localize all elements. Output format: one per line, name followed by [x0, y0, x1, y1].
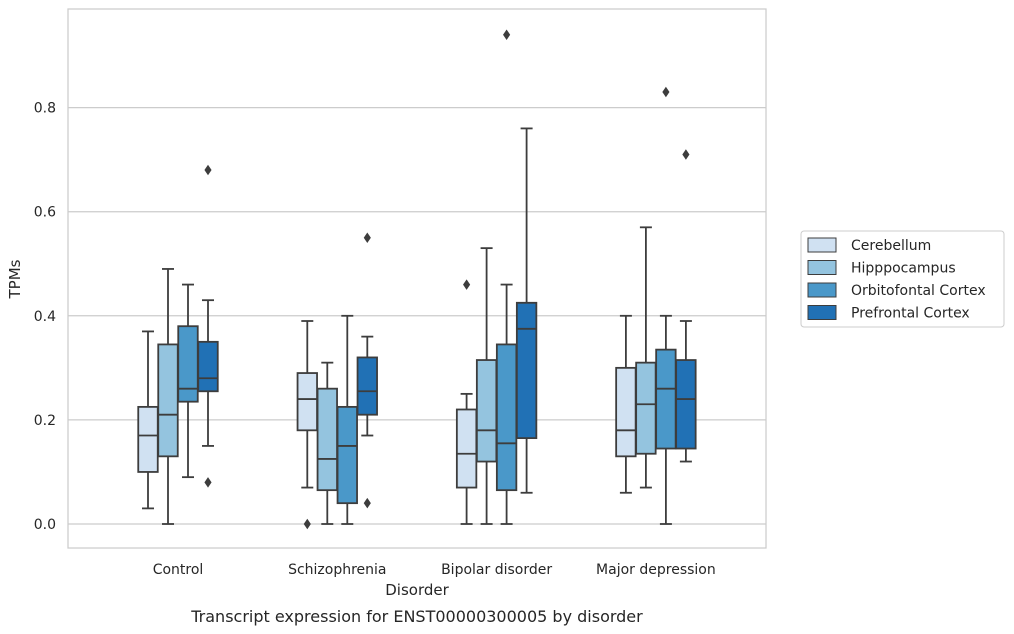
- box-body: [197, 340, 219, 393]
- legend-label: Hipppocampus: [851, 261, 956, 277]
- y-tick-label: 0.0: [34, 517, 56, 533]
- box-body: [336, 405, 358, 505]
- box-cerebellum: [615, 314, 637, 494]
- box-body: [356, 356, 378, 416]
- legend-label: Orbitofontal Cortex: [851, 283, 986, 299]
- x-tick-label: Bipolar disorder: [441, 562, 552, 578]
- outlier-point: [503, 29, 511, 40]
- outlier-point: [463, 279, 471, 290]
- box-prefrontal-cortex: [356, 232, 378, 509]
- box-hipppocampus: [635, 226, 657, 489]
- box-body: [515, 301, 538, 440]
- outlier-point: [303, 518, 311, 530]
- y-tick-label: 0.4: [34, 309, 56, 325]
- box-body: [495, 343, 518, 492]
- box-body: [635, 361, 657, 455]
- box-orbitofontal-cortex: [655, 86, 677, 525]
- box-body: [475, 359, 498, 463]
- box-body: [455, 408, 478, 489]
- outlier-point: [363, 232, 371, 243]
- box-body: [177, 325, 199, 403]
- y-tick-label: 0.2: [34, 413, 56, 429]
- box-cerebellum: [137, 330, 159, 510]
- box-hipppocampus: [316, 361, 338, 525]
- y-tick-label: 0.8: [34, 101, 56, 117]
- box-body: [615, 366, 637, 458]
- plot-frame: [67, 8, 767, 549]
- boxes: [137, 29, 697, 530]
- x-tick-labels: Control Schizophrenia Bipolar disorder Majo…: [153, 562, 716, 578]
- y-tick-label: 0.6: [34, 205, 56, 221]
- box-orbitofontal-cortex: [495, 29, 518, 525]
- legend-swatch: [807, 282, 837, 298]
- x-tick-label: Schizophrenia: [288, 562, 386, 578]
- box-prefrontal-cortex: [515, 127, 538, 494]
- figure-caption: Transcript expression for ENST0000030000…: [190, 607, 643, 626]
- legend-swatch: [807, 237, 837, 253]
- box-orbitofontal-cortex: [177, 283, 199, 479]
- y-axis-label: TPMs: [6, 259, 24, 299]
- legend-frame: [800, 230, 1005, 328]
- box-body: [137, 405, 159, 473]
- x-tick-label: Major depression: [596, 562, 716, 578]
- outlier-point: [363, 497, 371, 509]
- box-body: [296, 372, 318, 432]
- box-hipppocampus: [157, 268, 179, 525]
- box-cerebellum: [296, 320, 318, 530]
- box-hipppocampus: [475, 247, 498, 525]
- box-prefrontal-cortex: [675, 149, 697, 463]
- x-tick-label: Control: [153, 562, 204, 578]
- box-body: [675, 359, 697, 450]
- box-prefrontal-cortex: [197, 164, 219, 488]
- box-body: [655, 348, 677, 450]
- legend-swatch: [807, 260, 837, 275]
- y-tick-labels: 0.0 0.2 0.4 0.6 0.8: [34, 101, 56, 533]
- legend-label: Cerebellum: [851, 238, 931, 254]
- outlier-point: [204, 477, 212, 488]
- legend-swatch: [807, 305, 837, 320]
- outlier-point: [662, 86, 670, 98]
- box-orbitofontal-cortex: [336, 314, 358, 525]
- box-body: [157, 343, 179, 458]
- legend: Cerebellum Hipppocampus Orbitofontal Corte…: [800, 230, 1005, 328]
- box-body: [316, 387, 338, 492]
- legend-label: Prefrontal Cortex: [851, 306, 970, 322]
- x-axis-label: Disorder: [385, 581, 449, 599]
- outlier-point: [204, 164, 212, 176]
- outlier-point: [682, 149, 690, 160]
- box-cerebellum: [455, 279, 478, 525]
